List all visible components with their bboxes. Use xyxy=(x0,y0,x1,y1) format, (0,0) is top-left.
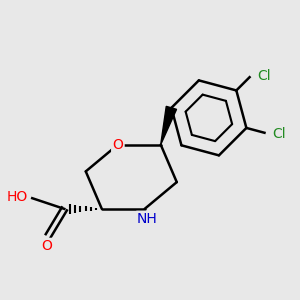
Text: O: O xyxy=(112,138,123,152)
Polygon shape xyxy=(161,106,176,145)
Text: O: O xyxy=(41,239,52,253)
Text: Cl: Cl xyxy=(272,127,286,141)
Text: HO: HO xyxy=(7,190,28,204)
Text: NH: NH xyxy=(137,212,158,226)
Text: Cl: Cl xyxy=(257,69,271,83)
